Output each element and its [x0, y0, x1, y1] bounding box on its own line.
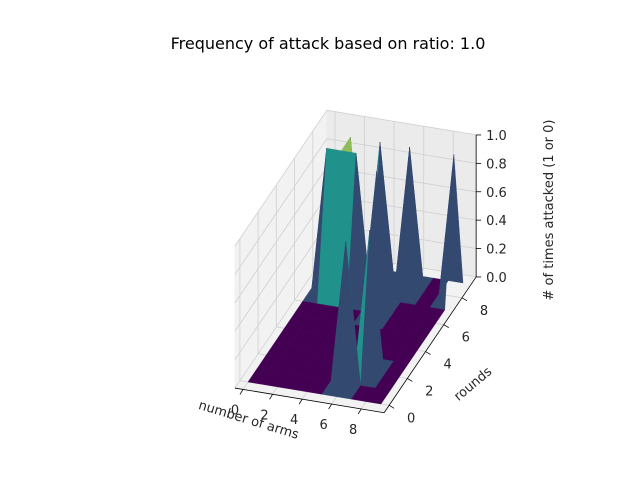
z-tick-label: 0.8 — [486, 157, 507, 172]
z-tick-label: 0.4 — [486, 214, 507, 229]
y-tick-mark — [388, 405, 395, 409]
surface-patches — [247, 137, 464, 405]
x-axis-line — [234, 387, 385, 414]
grid-line-z — [234, 138, 477, 275]
surface-patch — [366, 387, 391, 405]
y-tick-mark — [461, 297, 468, 302]
y-tick-mark — [443, 324, 450, 329]
x-tick-mark — [357, 408, 362, 415]
x-axis-label: number of arms — [197, 398, 301, 443]
x-tick-label: 0 — [231, 403, 239, 418]
x-tick-mark — [328, 403, 332, 410]
grid-line-z — [234, 109, 477, 247]
x-tick-mark — [298, 398, 303, 405]
z-tick-label: 1.0 — [486, 129, 507, 144]
axis-lines — [234, 134, 477, 414]
x-tick-mark — [239, 389, 244, 395]
x-tick-mark — [269, 394, 273, 400]
y-tick-mark — [425, 351, 431, 355]
x-tick-label: 4 — [290, 413, 298, 428]
y-tick-label: 8 — [480, 304, 488, 319]
z-tick-label: 0.0 — [486, 271, 507, 286]
y-axis-line — [383, 276, 477, 413]
chart-title: Frequency of attack based on ratio: 1.0 — [171, 34, 486, 53]
y-tick-mark — [407, 378, 413, 382]
y-tick-label: 2 — [425, 385, 433, 400]
z-tick-label: 0.6 — [486, 186, 507, 201]
y-tick-label: 4 — [443, 358, 451, 373]
y-tick-label: 0 — [407, 411, 415, 426]
z-tick-label: 0.2 — [486, 243, 507, 258]
x-tick-label: 8 — [349, 423, 357, 438]
x-tick-label: 2 — [260, 408, 268, 423]
z-axis-label: # of times attacked (1 or 0) — [542, 120, 557, 301]
y-tick-label: 6 — [462, 331, 470, 346]
y-axis-label: rounds — [451, 364, 495, 404]
x-tick-label: 6 — [320, 418, 328, 433]
